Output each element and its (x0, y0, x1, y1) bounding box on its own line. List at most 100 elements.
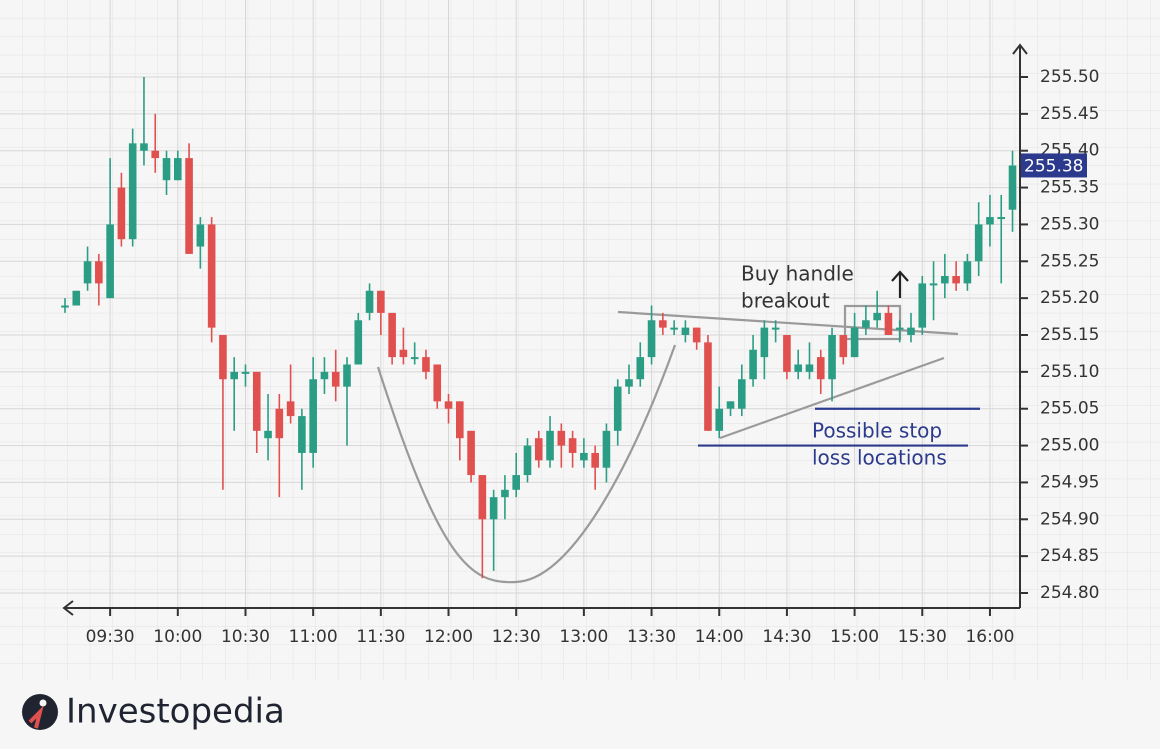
candle-body (681, 327, 690, 335)
candle-body (275, 408, 284, 439)
candle-body (738, 379, 746, 409)
candle-body (162, 158, 171, 181)
candle-body (805, 364, 814, 372)
candle-body (309, 379, 317, 453)
y-tick-label: 255.30 (1040, 214, 1099, 234)
candle-body (219, 335, 227, 380)
candle-body (343, 364, 351, 387)
candle-body (580, 452, 588, 461)
candle-body (659, 320, 667, 328)
candle-body (478, 475, 487, 520)
candle-body (974, 224, 983, 262)
candle-body (1008, 165, 1017, 210)
candle-body (331, 371, 340, 387)
x-tick-label: 12:30 (492, 627, 541, 647)
candle-body (365, 290, 374, 313)
candle-body (546, 430, 554, 461)
current-price-label: 255.38 (1024, 156, 1083, 176)
x-tick-label: 16:00 (965, 627, 1014, 647)
x-tick-label: 15:30 (898, 627, 947, 647)
candle-body (444, 401, 453, 409)
candle-body (918, 283, 927, 328)
candle-body (816, 357, 825, 380)
candle-body (726, 401, 735, 409)
candle-body (72, 290, 81, 306)
candle-body (95, 261, 103, 284)
x-tick-label: 10:30 (221, 627, 270, 647)
candle-body (862, 320, 870, 328)
y-tick-label: 255.20 (1040, 288, 1099, 308)
current-price-marker (1021, 153, 1087, 178)
candle-body (613, 386, 622, 431)
candle-body (929, 283, 938, 286)
candle-body (230, 371, 238, 380)
candle-body (647, 320, 656, 358)
candle-body (433, 364, 442, 402)
candle-body (106, 224, 114, 299)
y-tick-label: 254.90 (1040, 509, 1099, 529)
brand-name: Investopedia (66, 692, 285, 732)
candle-body (174, 158, 182, 181)
candle-body (568, 438, 577, 453)
cup-curve (376, 344, 677, 584)
candle-body (794, 364, 802, 372)
breakout-arrow (891, 270, 909, 298)
candle-body (196, 224, 205, 247)
y-tick-label: 254.80 (1040, 583, 1099, 603)
candle-body (410, 357, 419, 360)
candle-body (422, 357, 430, 372)
candle-body (602, 430, 611, 468)
y-tick-label: 255.10 (1040, 362, 1099, 382)
candle-body (907, 327, 915, 335)
handle-top-line (617, 310, 959, 336)
candle-body (692, 327, 701, 343)
x-tick-label: 13:00 (559, 627, 608, 647)
candle-body (151, 150, 160, 159)
x-tick-label: 14:30 (762, 627, 811, 647)
candle-body (850, 327, 859, 358)
candle-body (873, 312, 881, 321)
candle-body (715, 408, 724, 431)
candle-body (140, 143, 148, 151)
x-tick-label: 11:00 (289, 627, 338, 647)
candle-body (625, 379, 633, 387)
annotation-text: Buy handle (741, 262, 854, 286)
candle-body (704, 342, 712, 431)
candle-body (298, 416, 306, 453)
candle-body (117, 187, 126, 240)
candle-body (839, 335, 848, 358)
annotation-text: loss locations (812, 446, 947, 470)
x-tick-label: 13:30 (627, 627, 676, 647)
candle-body (760, 327, 769, 358)
candle-body (895, 327, 904, 330)
candle-body (467, 430, 475, 476)
candle-body (286, 401, 295, 417)
annotation-text: breakout (741, 289, 830, 313)
candle-body (489, 497, 498, 520)
candle-body (320, 371, 329, 380)
y-tick-label: 255.00 (1040, 436, 1099, 456)
x-tick-label: 15:00 (830, 627, 879, 647)
candle-body (941, 276, 949, 284)
candle-body (388, 312, 396, 358)
x-tick-label: 12:00 (424, 627, 473, 647)
candle-body (399, 349, 408, 358)
candle-body (377, 290, 385, 313)
y-tick-label: 255.25 (1040, 251, 1099, 271)
annotation-text: Possible stop (812, 419, 942, 443)
candle-body (252, 371, 261, 431)
x-tick-label: 11:30 (356, 627, 405, 647)
candle-body (83, 261, 92, 284)
candle-body (828, 335, 836, 380)
y-tick-label: 255.05 (1040, 399, 1099, 419)
candle-body (354, 320, 363, 365)
x-tick-label: 09:30 (86, 627, 135, 647)
candle-body (512, 475, 520, 490)
candle-body (207, 224, 216, 328)
y-tick-label: 255.45 (1040, 104, 1099, 124)
candle-body (557, 430, 566, 446)
y-tick-label: 255.35 (1040, 178, 1099, 198)
candle-body (783, 335, 791, 372)
candle-body (523, 445, 532, 476)
x-tick-label: 10:00 (153, 627, 202, 647)
